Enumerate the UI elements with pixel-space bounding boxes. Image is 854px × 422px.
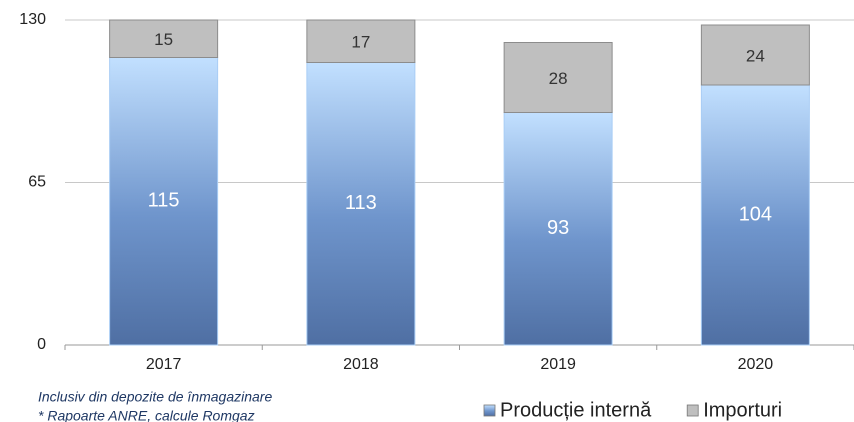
x-tick-label: 2020 bbox=[738, 356, 774, 373]
bar-segment bbox=[503, 112, 613, 346]
data-label: 115 bbox=[148, 190, 180, 212]
legend-swatch bbox=[686, 404, 699, 417]
note: Inclusiv din depozite de înmagazinare bbox=[38, 389, 272, 405]
bar-segment bbox=[306, 62, 416, 346]
y-tick-label: 0 bbox=[37, 336, 46, 353]
data-label: 93 bbox=[547, 217, 569, 239]
data-label: 15 bbox=[154, 30, 173, 49]
y-tick-label: 130 bbox=[19, 11, 46, 28]
bar-segment bbox=[503, 42, 613, 113]
data-label: 24 bbox=[746, 46, 765, 65]
legend-label: Importuri bbox=[703, 399, 782, 421]
data-label: 104 bbox=[739, 203, 772, 225]
bar-segment bbox=[306, 19, 416, 63]
legend-label: Producție internă bbox=[500, 399, 652, 421]
x-tick-label: 2018 bbox=[343, 356, 379, 373]
legend-swatch bbox=[483, 404, 496, 417]
y-tick-label: 65 bbox=[28, 174, 46, 191]
bar-segment bbox=[109, 57, 219, 346]
note: * Rapoarte ANRE, calcule Romgaz bbox=[38, 408, 255, 422]
data-label: 28 bbox=[549, 69, 568, 88]
bar-segment bbox=[700, 84, 810, 346]
x-tick-label: 2017 bbox=[146, 356, 182, 373]
x-tick-label: 2019 bbox=[540, 356, 576, 373]
data-label: 113 bbox=[345, 192, 377, 214]
data-label: 17 bbox=[351, 33, 370, 52]
bar-segment bbox=[700, 24, 810, 86]
bar-segment bbox=[109, 19, 219, 58]
